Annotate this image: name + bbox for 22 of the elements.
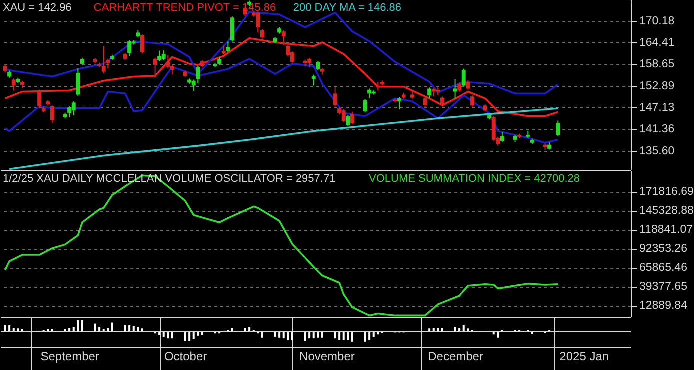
y-tick-label: 158.65	[640, 58, 675, 71]
y-tick-label: 135.60	[640, 145, 675, 158]
y-tick-label: 39377.65	[640, 281, 688, 294]
y-tick-label: 164.41	[640, 36, 675, 49]
x-tick-label: October	[164, 350, 208, 364]
x-tick-label: 2025 Jan	[560, 350, 610, 364]
y-tick-label: 118841.07	[640, 224, 694, 236]
chart-title: XAU = 142.96	[3, 2, 72, 14]
y-tick-label: 171816.69	[640, 186, 694, 198]
x-tick-label: December	[428, 350, 484, 364]
y-tick-label: 65865.46	[640, 262, 688, 274]
y-tick-label: 145328.88	[640, 205, 694, 218]
y-tick-label: 147.13	[640, 102, 675, 114]
text: VOLUME SUMMATION INDEX = 42700.28	[369, 173, 580, 185]
y-tick-label: 141.36	[640, 124, 675, 136]
y-tick-label: 152.89	[640, 80, 675, 92]
text: 200 DAY MA = 146.86	[293, 2, 402, 14]
y-tick-label: 12889.84	[640, 300, 688, 312]
x-tick-label: September	[40, 350, 100, 364]
x-tick-label: November	[300, 350, 355, 364]
y-tick-label: 92353.26	[640, 243, 688, 256]
y-tick-label: 170.18	[640, 15, 675, 28]
